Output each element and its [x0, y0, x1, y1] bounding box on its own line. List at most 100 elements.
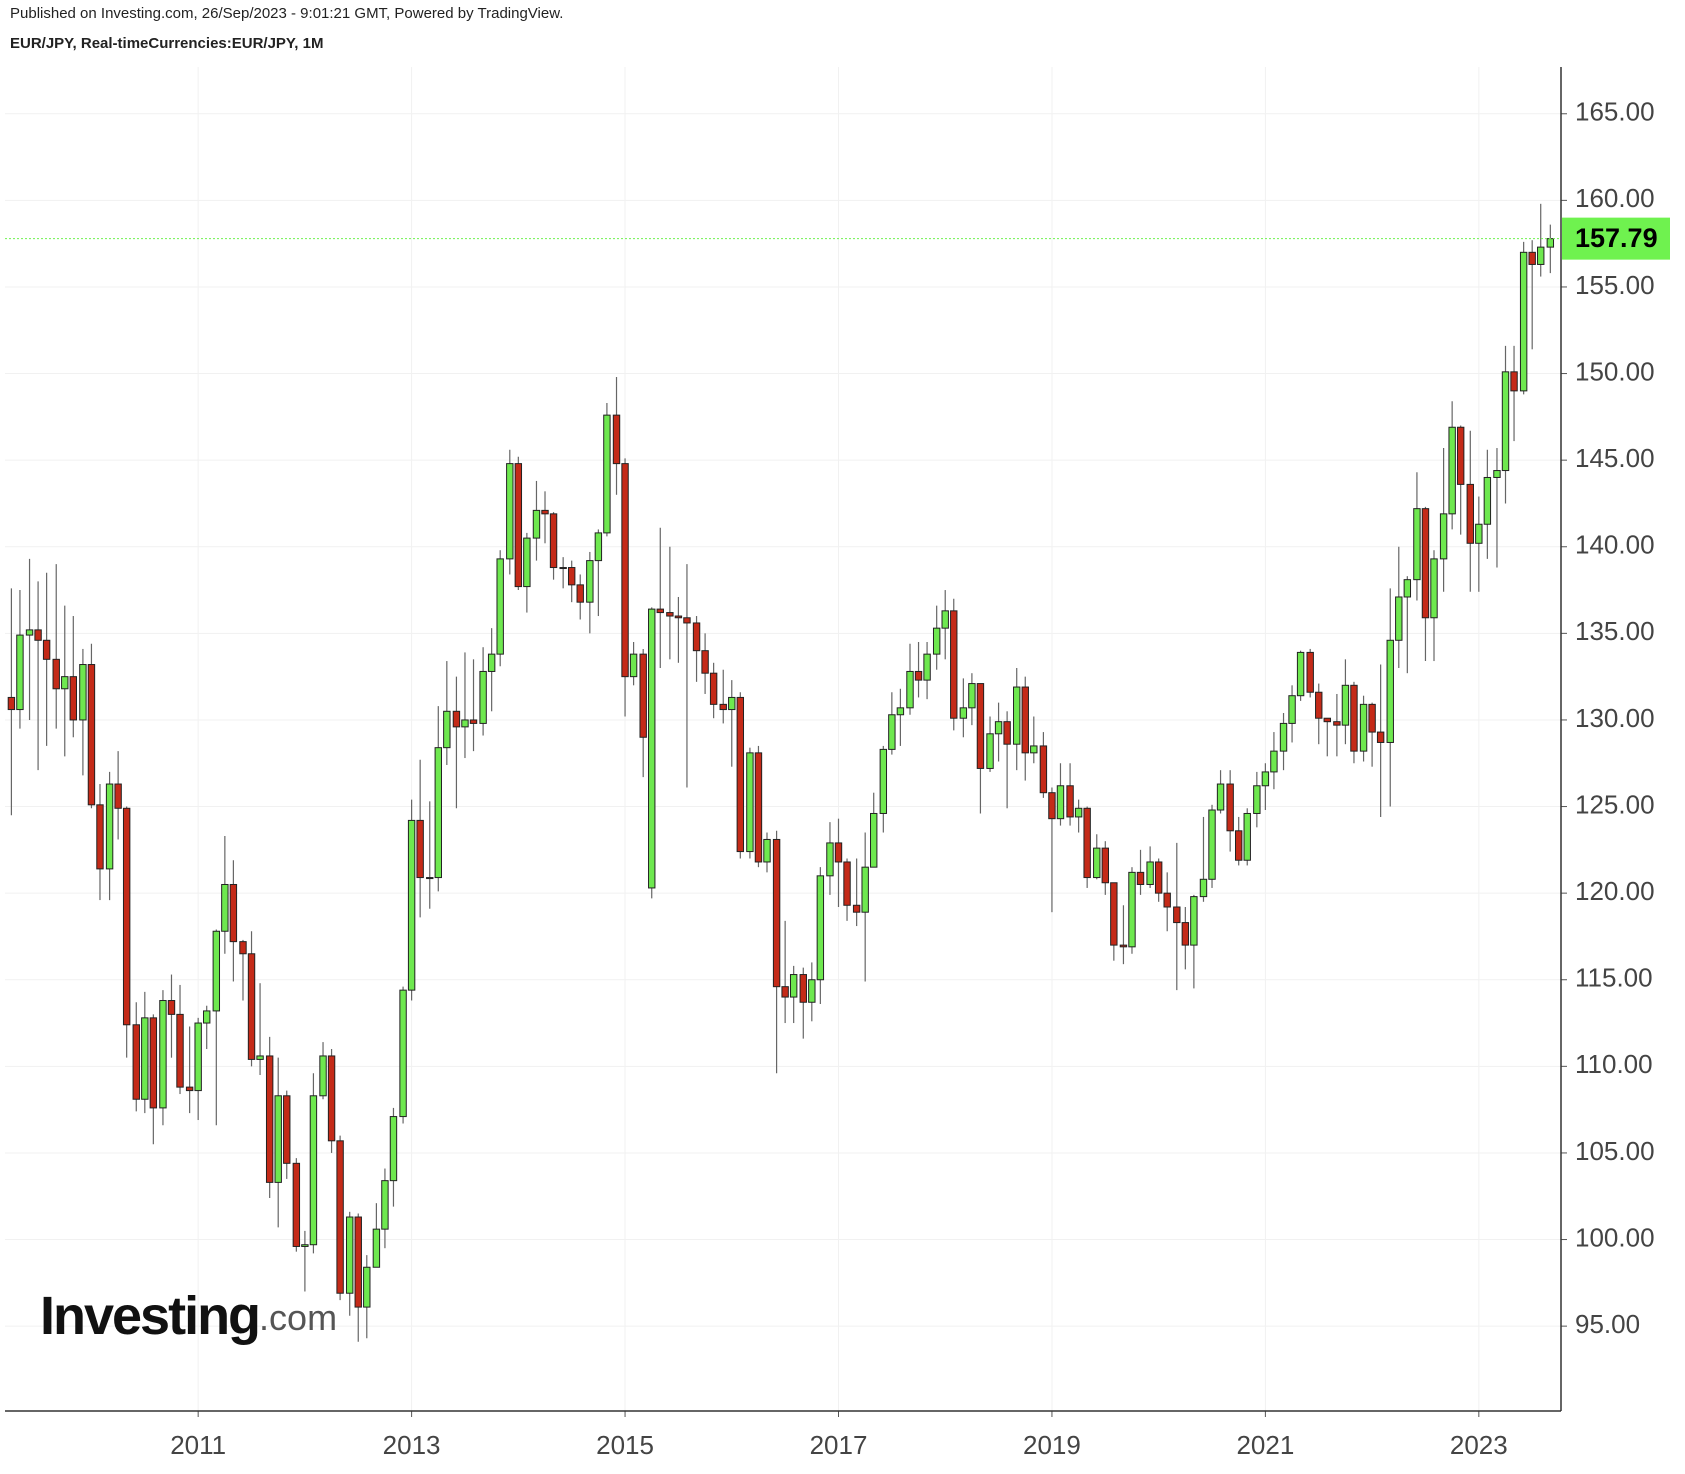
- candle-body: [167, 1000, 176, 1015]
- candle-body: [461, 719, 469, 728]
- candle-body: [941, 610, 949, 629]
- candle-body: [372, 1228, 381, 1268]
- published-note: Published on Investing.com, 26/Sep/2023 …: [10, 5, 563, 22]
- candle-body: [1475, 523, 1483, 544]
- candle-body: [1323, 717, 1331, 723]
- candle-body: [194, 1022, 202, 1092]
- candle-body: [159, 1000, 167, 1109]
- candle-body: [327, 1055, 336, 1142]
- candle-body: [247, 953, 256, 1060]
- candle-body: [16, 634, 24, 711]
- candle-body: [1350, 684, 1358, 752]
- candle-body: [789, 974, 798, 998]
- candle-body: [514, 463, 523, 588]
- y-tick-label: 95.00: [1575, 1309, 1640, 1339]
- candle-body: [381, 1180, 389, 1230]
- candle-body: [843, 861, 851, 906]
- candle-body: [1386, 639, 1394, 743]
- candle-body: [1493, 470, 1501, 478]
- candle-body: [399, 989, 407, 1118]
- candle-body: [1110, 882, 1118, 946]
- x-tick-label: 2023: [1450, 1430, 1508, 1460]
- candle-body: [594, 532, 603, 562]
- candle-body: [1368, 703, 1376, 733]
- candle-body: [469, 719, 478, 724]
- x-tick-label: 2013: [383, 1430, 441, 1460]
- y-tick-label: 100.00: [1575, 1222, 1655, 1252]
- candle-body: [692, 622, 701, 652]
- candle-body: [1501, 371, 1510, 472]
- candle-body: [336, 1140, 344, 1294]
- candle-body: [1519, 251, 1528, 392]
- candle-body: [532, 509, 541, 539]
- candle-body: [1216, 783, 1225, 811]
- candle-body: [1528, 251, 1536, 265]
- candle-body: [452, 710, 461, 728]
- candle-body: [487, 653, 496, 672]
- candle-body: [319, 1055, 327, 1097]
- candle-body: [808, 979, 816, 1003]
- y-tick-label: 165.00: [1575, 97, 1655, 127]
- candle-body: [1288, 695, 1296, 724]
- candle-body: [229, 883, 238, 943]
- candle-body: [1448, 426, 1456, 515]
- candle-body: [1421, 508, 1430, 619]
- last-price-box: [1562, 217, 1670, 260]
- candle-body: [799, 974, 807, 1003]
- candle-body: [1537, 246, 1545, 265]
- candle-body: [1093, 847, 1101, 879]
- candle-body: [1403, 579, 1412, 598]
- candle-body: [523, 537, 531, 588]
- candle-body: [7, 696, 16, 711]
- candle-body: [1483, 476, 1492, 525]
- candle-body: [354, 1216, 362, 1308]
- candle-body: [1056, 785, 1065, 820]
- candle-body: [1395, 596, 1403, 641]
- candle-body: [1546, 238, 1555, 248]
- candle-body: [389, 1116, 398, 1182]
- candle-body: [559, 567, 567, 570]
- candle-body: [309, 1095, 318, 1246]
- candle-body: [736, 696, 745, 853]
- candle-body: [586, 560, 594, 603]
- candle-body: [1039, 745, 1048, 794]
- candle-body: [87, 664, 96, 806]
- candle-body: [549, 513, 558, 569]
- y-tick-label: 110.00: [1575, 1049, 1653, 1079]
- last-price-label: 157.79: [1575, 223, 1658, 253]
- candle-body: [265, 1055, 274, 1183]
- candle-body: [1376, 731, 1385, 743]
- candle-body: [363, 1266, 371, 1308]
- y-tick-label: 135.00: [1575, 616, 1655, 646]
- candle-body: [185, 1086, 194, 1092]
- candle-body: [1315, 691, 1323, 719]
- logo-name: Investing.com: [40, 1286, 337, 1346]
- candles: [5, 203, 1561, 1342]
- candle-body: [709, 672, 718, 705]
- candle-body: [1074, 807, 1083, 818]
- candle-body: [888, 714, 896, 750]
- candle-body: [79, 664, 87, 721]
- x-tick-label: 2017: [810, 1430, 868, 1460]
- candle-body: [1003, 721, 1011, 745]
- candle-body: [1439, 513, 1448, 560]
- candle-body: [834, 842, 843, 863]
- candle-body: [239, 941, 247, 955]
- candle-body: [1333, 721, 1341, 726]
- x-tick-label: 2015: [596, 1430, 654, 1460]
- candle-body: [1296, 651, 1305, 697]
- candle-body: [1119, 944, 1128, 948]
- candle-body: [69, 676, 78, 721]
- candle-body: [639, 653, 647, 738]
- candle-body: [105, 783, 114, 870]
- candle-body: [906, 670, 914, 709]
- candle-body: [96, 804, 104, 870]
- y-tick-label: 140.00: [1575, 530, 1655, 560]
- candle-body: [221, 883, 229, 932]
- candle-body: [1226, 783, 1234, 832]
- candle-body: [648, 608, 656, 889]
- y-tick-label: 160.00: [1575, 183, 1655, 213]
- candle-body: [416, 819, 424, 879]
- candle-body: [1181, 922, 1190, 946]
